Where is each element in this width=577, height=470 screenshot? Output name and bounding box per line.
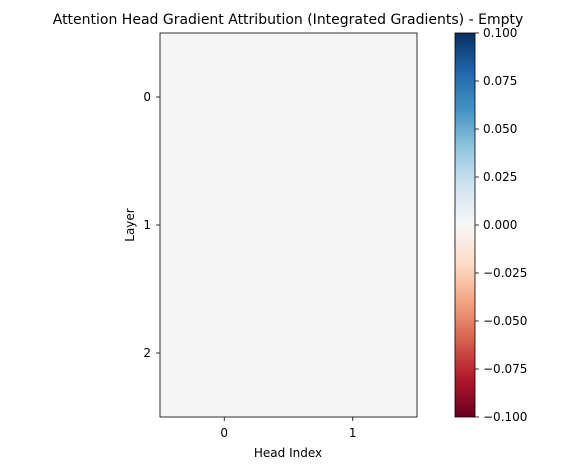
heatmap-cell <box>160 33 289 162</box>
heatmap-cell <box>160 289 289 418</box>
y-axis-ticks: 0 1 2 <box>143 90 160 360</box>
y-tick-label: 1 <box>143 218 151 232</box>
colorbar-tick-label: −0.025 <box>483 266 527 280</box>
heatmap-cell <box>289 33 418 162</box>
y-axis-label: Layer <box>123 208 137 242</box>
colorbar-ticks: 0.100 0.075 0.050 0.025 0.000 −0.025 −0.050 −0.… <box>475 26 527 424</box>
heatmap-cell <box>289 161 418 290</box>
y-tick-label: 0 <box>143 90 151 104</box>
colorbar-tick-label: 0.025 <box>483 170 517 184</box>
x-tick-label: 0 <box>220 426 228 440</box>
colorbar-tick-label: 0.000 <box>483 218 517 232</box>
colorbar-tick-label: 0.100 <box>483 26 517 40</box>
colorbar <box>455 33 475 417</box>
colorbar-tick-label: −0.050 <box>483 314 527 328</box>
x-tick-label: 1 <box>349 426 357 440</box>
y-tick-label: 2 <box>143 346 151 360</box>
heatmap-cell <box>160 161 289 290</box>
colorbar-tick-label: 0.075 <box>483 74 517 88</box>
colorbar-tick-label: −0.100 <box>483 410 527 424</box>
heatmap-cells <box>160 33 418 418</box>
chart-title: Attention Head Gradient Attribution (Int… <box>53 12 524 28</box>
colorbar-tick-label: −0.075 <box>483 362 527 376</box>
colorbar-tick-label: 0.050 <box>483 122 517 136</box>
x-axis-label: Head Index <box>254 446 322 460</box>
heatmap-cell <box>289 289 418 418</box>
